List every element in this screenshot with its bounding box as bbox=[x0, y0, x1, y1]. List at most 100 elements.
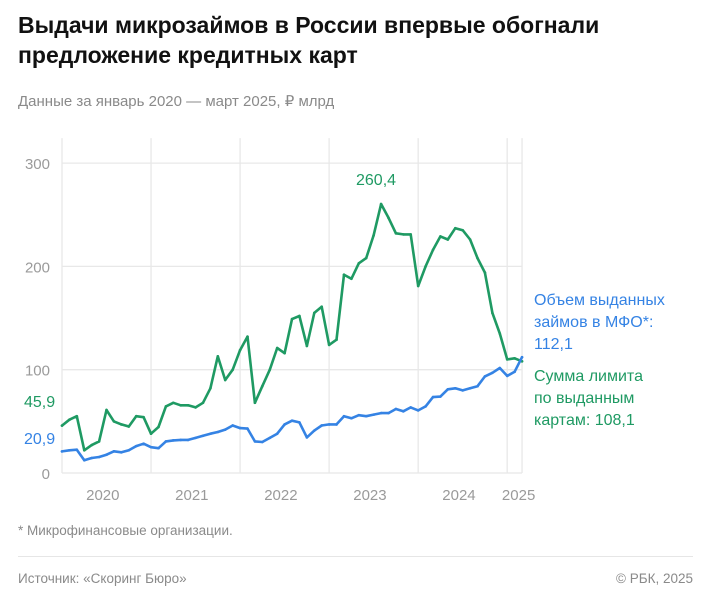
x-tick-label: 2025 bbox=[502, 487, 535, 504]
data-point bbox=[305, 344, 309, 348]
data-point bbox=[112, 420, 116, 423]
data-point bbox=[453, 386, 457, 390]
data-point bbox=[416, 284, 420, 288]
data-point bbox=[342, 414, 346, 418]
data-point bbox=[409, 406, 413, 409]
data-point bbox=[498, 366, 502, 370]
legend-blue-line: Объем выданных bbox=[534, 292, 665, 309]
data-point bbox=[483, 375, 487, 378]
data-point bbox=[394, 232, 398, 235]
data-point bbox=[461, 389, 464, 392]
data-point bbox=[60, 424, 64, 427]
data-point bbox=[275, 346, 279, 350]
data-point bbox=[402, 410, 405, 413]
data-point bbox=[201, 401, 205, 405]
data-point bbox=[186, 404, 190, 407]
data-point bbox=[424, 265, 427, 268]
data-point bbox=[394, 407, 398, 411]
data-point bbox=[431, 395, 435, 399]
data-point bbox=[357, 262, 361, 265]
data-point bbox=[186, 438, 190, 442]
data-point bbox=[364, 256, 368, 260]
data-point bbox=[149, 445, 153, 449]
data-point bbox=[238, 426, 242, 430]
data-point bbox=[468, 386, 472, 390]
data-point bbox=[179, 404, 183, 407]
data-point bbox=[476, 256, 479, 260]
data-point bbox=[298, 421, 301, 424]
data-point bbox=[327, 343, 331, 347]
data-point bbox=[261, 440, 264, 444]
data-point bbox=[253, 401, 257, 405]
data-point bbox=[387, 216, 390, 220]
data-point bbox=[350, 416, 353, 420]
legend-blue-value: 112,1 bbox=[534, 336, 573, 353]
data-point bbox=[416, 409, 420, 412]
divider bbox=[18, 556, 693, 557]
data-point bbox=[157, 446, 160, 450]
data-point bbox=[223, 428, 227, 431]
data-point bbox=[275, 432, 279, 436]
data-point bbox=[97, 440, 101, 443]
data-point bbox=[90, 456, 93, 460]
data-point bbox=[468, 238, 472, 241]
data-point bbox=[283, 351, 286, 355]
source: Источник: «Скоринг Бюро» bbox=[18, 571, 187, 586]
data-point bbox=[231, 368, 234, 372]
legend-green-line: по выданным bbox=[534, 390, 635, 407]
data-point bbox=[268, 368, 272, 372]
data-point bbox=[513, 370, 516, 374]
legend-green-line: Сумма лимита bbox=[534, 368, 643, 385]
series-line-mfo-loans bbox=[60, 355, 524, 462]
data-point bbox=[372, 413, 375, 416]
y-tick-label: 0 bbox=[42, 466, 50, 483]
data-point bbox=[491, 371, 494, 375]
data-point bbox=[409, 233, 413, 236]
data-point bbox=[505, 374, 509, 378]
data-point bbox=[231, 424, 234, 427]
y-tick-label: 300 bbox=[25, 156, 50, 173]
data-point bbox=[60, 450, 64, 453]
data-point bbox=[142, 442, 145, 445]
data-point bbox=[379, 411, 383, 415]
data-point bbox=[216, 430, 220, 434]
line-chart: 0 100 200 300 2020 2021 2022 2023 2024 2025 bbox=[25, 138, 535, 504]
data-point bbox=[120, 423, 123, 426]
x-tick-label: 2023 bbox=[353, 487, 386, 504]
legend-blue-series: Объем выданных займов в МФО*: 112,1 bbox=[534, 290, 665, 356]
data-point bbox=[453, 226, 457, 230]
data-point bbox=[68, 448, 71, 452]
data-point bbox=[498, 332, 502, 335]
data-point bbox=[68, 418, 71, 421]
data-point bbox=[194, 436, 197, 440]
data-point bbox=[194, 406, 197, 409]
data-point bbox=[268, 436, 272, 440]
data-point bbox=[179, 438, 183, 442]
data-point bbox=[238, 348, 242, 352]
data-point bbox=[216, 354, 220, 358]
data-point bbox=[461, 228, 464, 232]
legend-blue-line: займов в МФО*: bbox=[534, 314, 654, 331]
data-point bbox=[513, 357, 516, 360]
data-point bbox=[261, 384, 264, 388]
x-tick-label: 2021 bbox=[175, 487, 208, 504]
data-point bbox=[201, 434, 205, 438]
data-point bbox=[424, 405, 427, 408]
data-point bbox=[134, 444, 138, 448]
data-point bbox=[246, 335, 249, 338]
data-point bbox=[439, 235, 442, 238]
data-point bbox=[157, 425, 160, 429]
data-point bbox=[491, 311, 494, 315]
data-point bbox=[357, 413, 361, 417]
data-point bbox=[505, 358, 509, 361]
data-point bbox=[372, 234, 375, 237]
data-point bbox=[164, 440, 168, 443]
data-point bbox=[327, 423, 331, 426]
data-point bbox=[134, 414, 138, 418]
data-point bbox=[387, 411, 390, 415]
data-point bbox=[364, 414, 368, 418]
data-point bbox=[127, 425, 131, 428]
legend-green-series: Сумма лимита по выданным картам: 108,1 bbox=[534, 366, 643, 432]
data-point bbox=[105, 408, 108, 412]
annotation-green-start: 45,9 bbox=[24, 394, 56, 411]
